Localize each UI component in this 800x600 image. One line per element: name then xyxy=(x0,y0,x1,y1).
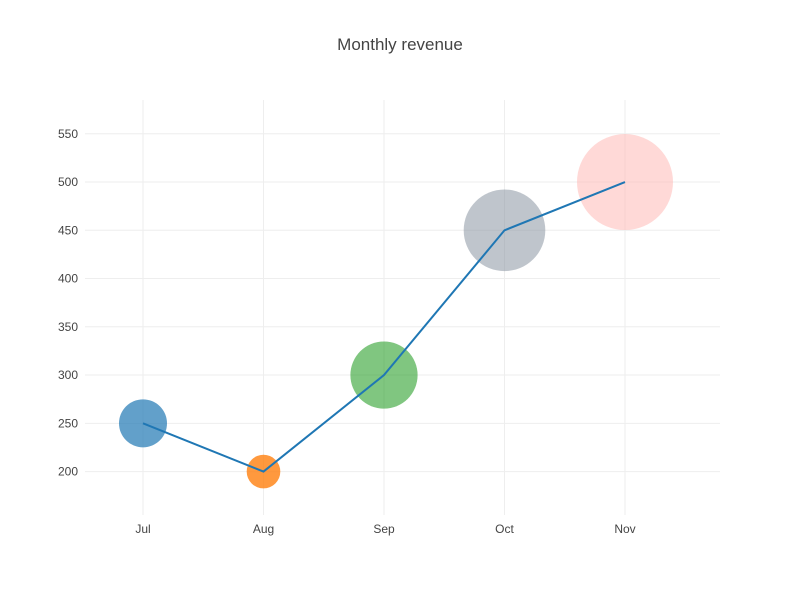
y-tick-label: 550 xyxy=(58,127,78,141)
x-tick-label: Jul xyxy=(135,522,150,536)
y-tick-label: 300 xyxy=(58,368,78,382)
x-tick-label: Oct xyxy=(495,522,514,536)
y-tick-label: 350 xyxy=(58,320,78,334)
x-tick-label: Nov xyxy=(614,522,635,536)
y-tick-label: 500 xyxy=(58,175,78,189)
grid-layer xyxy=(85,100,720,515)
x-tick-label: Aug xyxy=(253,522,274,536)
x-tick-label: Sep xyxy=(373,522,395,536)
y-tick-label: 200 xyxy=(58,465,78,479)
chart-title: Monthly revenue xyxy=(337,35,463,54)
series-line xyxy=(142,181,626,473)
y-tick-label: 250 xyxy=(58,416,78,430)
y-axis-ticks: 200 250 300 350 400 450 500 550 xyxy=(58,127,78,479)
x-axis-ticks: Jul Aug Sep Oct Nov xyxy=(135,522,635,536)
y-tick-label: 450 xyxy=(58,223,78,237)
y-tick-label: 400 xyxy=(58,272,78,286)
marker-layer xyxy=(119,134,673,489)
